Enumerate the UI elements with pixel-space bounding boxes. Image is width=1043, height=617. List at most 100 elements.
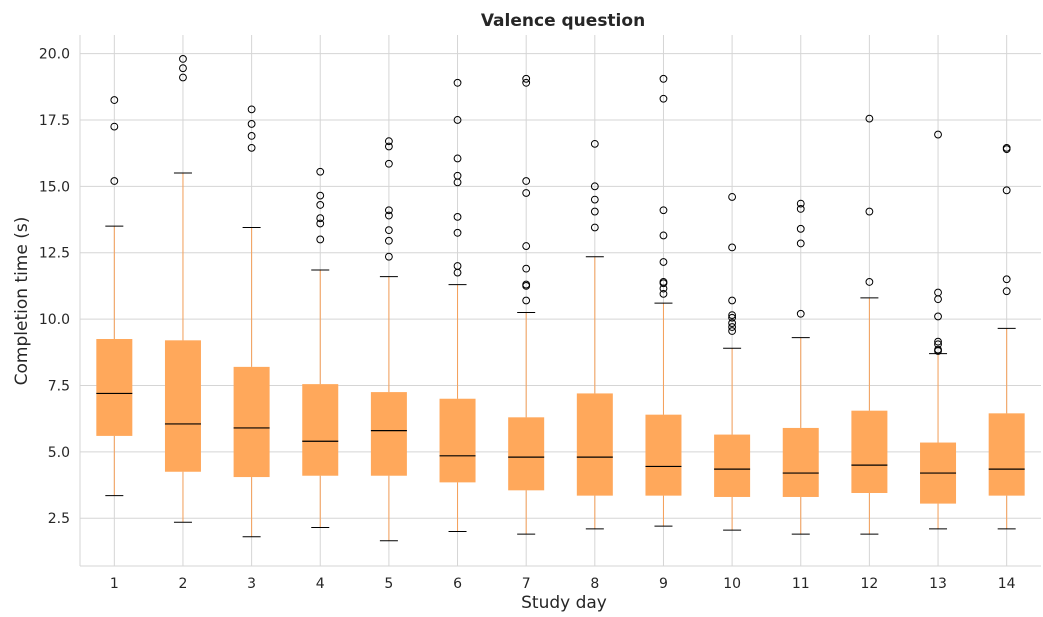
iqr-box <box>96 338 133 436</box>
outlier-point <box>590 195 599 204</box>
iqr-box <box>988 413 1025 496</box>
outlier-point <box>659 278 668 286</box>
box-layer <box>96 54 1025 542</box>
iqr-box <box>782 427 819 497</box>
box-day-6 <box>439 78 476 532</box>
outlier-point <box>316 235 325 244</box>
outlier-point <box>659 258 668 266</box>
outlier-point <box>522 280 531 289</box>
outlier-point <box>522 177 531 185</box>
x-tick-label: 10 <box>723 576 741 592</box>
outlier-point <box>522 264 531 273</box>
outlier-point <box>934 337 942 346</box>
outlier-point <box>865 207 874 216</box>
box-day-2 <box>164 54 201 523</box>
outlier-point <box>590 182 599 191</box>
y-tick-label: 10.0 <box>39 312 70 328</box>
outlier-point <box>247 120 256 128</box>
outlier-point <box>865 278 874 286</box>
outlier-point <box>247 105 256 114</box>
x-tick-label: 3 <box>247 576 256 592</box>
outlier-point <box>453 78 462 87</box>
x-tick-label: 7 <box>522 576 531 592</box>
x-tick-label: 4 <box>316 576 325 592</box>
outlier-point <box>1002 186 1011 195</box>
outlier-point <box>179 64 187 73</box>
y-tick-label: 5.0 <box>48 445 70 461</box>
outlier-point <box>934 340 942 349</box>
outlier-point <box>384 137 393 146</box>
outlier-point <box>728 243 737 252</box>
outlier-point <box>796 224 805 233</box>
outlier-point <box>316 167 325 176</box>
outlier-point <box>1002 143 1011 152</box>
tick-layer: 2.55.07.510.012.515.017.520.01 2 3 4 5 6 7 8 9 10… <box>39 47 1016 592</box>
outlier-point <box>453 212 462 221</box>
outlier-point <box>179 73 187 82</box>
outlier-point <box>1002 287 1011 296</box>
outlier-point <box>522 78 531 87</box>
outlier-point <box>110 122 119 131</box>
box-day-4 <box>302 167 339 529</box>
x-tick-label: 9 <box>659 576 668 592</box>
outlier-point <box>728 313 737 322</box>
outlier-point <box>934 288 942 297</box>
x-tick-label: 13 <box>929 576 947 592</box>
outlier-point <box>247 131 256 140</box>
y-axis-label: Completion time (s) <box>12 217 32 386</box>
outlier-point <box>522 189 531 197</box>
outlier-point <box>728 193 737 201</box>
outlier-point <box>659 289 668 298</box>
x-tick-label: 6 <box>453 576 462 592</box>
iqr-box <box>714 434 751 497</box>
outlier-point <box>522 296 531 305</box>
x-tick-label: 12 <box>860 576 878 592</box>
outlier-point <box>796 205 805 213</box>
box-day-12 <box>851 114 888 535</box>
outlier-point <box>934 312 942 321</box>
outlier-point <box>522 74 531 83</box>
outlier-point <box>796 199 805 208</box>
outlier-point <box>453 262 462 270</box>
outlier-point <box>384 236 393 245</box>
iqr-box <box>645 414 682 496</box>
y-tick-label: 12.5 <box>39 246 70 262</box>
box-day-14 <box>988 143 1025 530</box>
outlier-point <box>247 143 256 152</box>
outlier-point <box>110 96 119 104</box>
grid-layer <box>79 35 1041 567</box>
box-day-3 <box>233 105 270 538</box>
x-tick-label: 11 <box>792 576 810 592</box>
outlier-point <box>384 226 393 235</box>
iqr-box <box>370 392 407 476</box>
box-day-1 <box>96 96 133 497</box>
outlier-point <box>316 201 325 209</box>
outlier-point <box>384 159 393 168</box>
iqr-box <box>439 398 476 483</box>
outlier-point <box>659 74 668 83</box>
outlier-point <box>179 54 187 63</box>
outlier-point <box>659 206 668 215</box>
x-tick-label: 5 <box>384 576 393 592</box>
outlier-point <box>110 177 119 185</box>
outlier-point <box>1002 275 1011 284</box>
outlier-point <box>384 206 393 215</box>
iqr-box <box>302 384 339 476</box>
outlier-point <box>659 231 668 240</box>
outlier-point <box>728 323 737 331</box>
y-tick-label: 20.0 <box>39 47 70 63</box>
y-tick-label: 15.0 <box>39 179 70 195</box>
iqr-box <box>576 393 613 496</box>
iqr-box <box>164 340 201 472</box>
outlier-point <box>728 296 737 305</box>
outlier-point <box>453 228 462 237</box>
outlier-point <box>316 214 325 223</box>
outlier-point <box>865 114 874 123</box>
outlier-point <box>796 309 805 318</box>
box-day-9 <box>645 74 682 527</box>
outlier-point <box>316 191 325 200</box>
iqr-box <box>233 366 270 478</box>
y-tick-label: 2.5 <box>48 511 70 527</box>
